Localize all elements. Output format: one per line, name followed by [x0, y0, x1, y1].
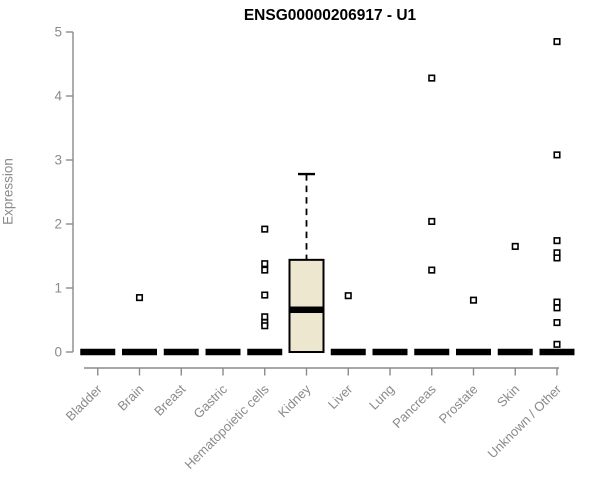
- x-tick-label: Unknown / Other: [485, 381, 565, 461]
- x-tick-label: Prostate: [436, 382, 481, 427]
- outlier-point: [428, 217, 436, 225]
- outlier-point: [135, 294, 144, 302]
- outlier-point: [511, 242, 519, 250]
- x-tick-label: Pancreas: [389, 381, 439, 431]
- outlier-point: [553, 237, 561, 245]
- x-tick-label: Bladder: [63, 381, 106, 424]
- outlier-point: [469, 296, 478, 304]
- median-bar: [163, 348, 199, 356]
- x-tick-label: Brain: [115, 382, 147, 414]
- x-tick-label: Kidney: [275, 381, 314, 420]
- median-bar: [122, 348, 157, 356]
- outlier-point: [428, 74, 436, 82]
- outlier-point: [553, 319, 561, 327]
- x-tick-label: Skin: [494, 382, 522, 410]
- outlier-point: [261, 225, 269, 233]
- median-bar: [497, 348, 533, 356]
- y-tick-label: 0: [54, 345, 62, 360]
- outlier-point: [344, 292, 352, 300]
- outlier-point: [553, 254, 561, 262]
- y-tick-label: 5: [54, 25, 62, 40]
- outlier-point: [553, 340, 561, 348]
- x-tick-label: Gastric: [190, 381, 230, 421]
- chart-title: ENSG00000206917 - U1: [243, 7, 417, 24]
- outlier-point: [553, 298, 561, 306]
- median-bar: [289, 306, 324, 314]
- median-bar: [205, 348, 241, 356]
- box: [288, 258, 325, 353]
- outlier-point: [261, 260, 269, 268]
- median-bar: [80, 348, 116, 356]
- median-bar: [456, 348, 491, 356]
- y-tick-label: 4: [54, 89, 62, 104]
- outlier-point: [261, 313, 269, 321]
- outlier-point: [553, 38, 561, 46]
- x-tick-label: Breast: [151, 381, 188, 418]
- median-bar: [247, 348, 283, 356]
- median-bar: [539, 348, 575, 356]
- median-bar: [372, 348, 408, 356]
- x-tick-label: Lung: [366, 382, 397, 413]
- outlier-point: [553, 304, 561, 312]
- median-bar: [330, 348, 366, 356]
- y-tick-label: 2: [54, 217, 62, 232]
- x-tick-label: Liver: [325, 381, 356, 412]
- outlier-point: [553, 151, 561, 159]
- y-tick-label: 3: [54, 153, 62, 168]
- outlier-point: [261, 266, 269, 274]
- median-bar: [414, 348, 450, 356]
- outlier-point: [428, 266, 436, 274]
- outlier-point: [261, 322, 269, 330]
- outlier-point: [261, 291, 269, 299]
- y-tick-label: 1: [54, 281, 62, 296]
